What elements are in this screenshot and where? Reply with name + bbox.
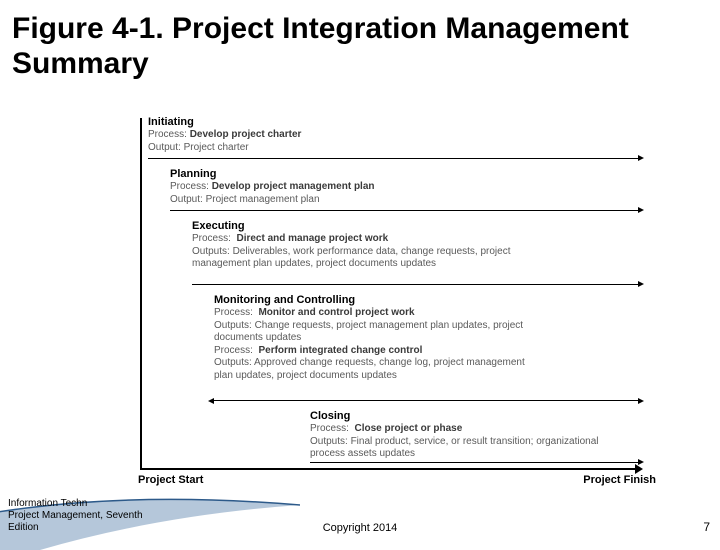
phase-arrow [214, 400, 638, 401]
phase-initiating: InitiatingProcess: Develop project chart… [148, 116, 301, 154]
footer-source: Information Techn Project Management, Se… [8, 498, 143, 534]
phase-process: Process: Close project or phase [310, 423, 610, 436]
phase-output: Outputs: Change requests, project manage… [214, 320, 534, 345]
phase-arrow [310, 462, 638, 463]
phase-process: Process: Direct and manage project work [192, 233, 522, 246]
phase-title: Monitoring and Controlling [214, 294, 534, 306]
phase-monitoring-and-controlling: Monitoring and ControllingProcess: Monit… [214, 294, 534, 382]
axis-end-label: Project Finish [583, 474, 656, 486]
phase-process: Process: Monitor and control project wor… [214, 307, 534, 320]
footer-line-3: Edition [8, 522, 143, 534]
footer-copyright: Copyright 2014 [323, 522, 398, 534]
phase-planning: PlanningProcess: Develop project managem… [170, 168, 375, 206]
phase-output: Outputs: Deliverables, work performance … [192, 246, 522, 271]
phase-executing: ExecutingProcess: Direct and manage proj… [192, 220, 522, 271]
phase-arrow [192, 284, 638, 285]
page-number: 7 [703, 520, 710, 534]
phase-closing: ClosingProcess: Close project or phaseOu… [310, 410, 610, 461]
phase-output: Output: Project charter [148, 142, 301, 155]
phase-title: Initiating [148, 116, 301, 128]
diagram-area: Project Start Project Finish InitiatingP… [120, 112, 660, 482]
phase-process-2: Process: Perform integrated change contr… [214, 345, 534, 358]
phase-arrow [170, 210, 638, 211]
x-axis [140, 468, 635, 470]
footer-line-2: Project Management, Seventh [8, 510, 143, 522]
figure-title: Figure 4-1. Project Integration Manageme… [0, 0, 720, 87]
phase-arrow [148, 158, 638, 159]
footer-line-1: Information Techn [8, 498, 143, 510]
phase-title: Executing [192, 220, 522, 232]
phase-title: Closing [310, 410, 610, 422]
phase-process: Process: Develop project charter [148, 129, 301, 142]
phase-output-2: Outputs: Approved change requests, chang… [214, 357, 534, 382]
y-axis [140, 118, 142, 468]
phase-output: Outputs: Final product, service, or resu… [310, 436, 610, 461]
phase-title: Planning [170, 168, 375, 180]
axis-start-label: Project Start [138, 474, 203, 486]
phase-process: Process: Develop project management plan [170, 181, 375, 194]
phase-output: Output: Project management plan [170, 194, 375, 207]
